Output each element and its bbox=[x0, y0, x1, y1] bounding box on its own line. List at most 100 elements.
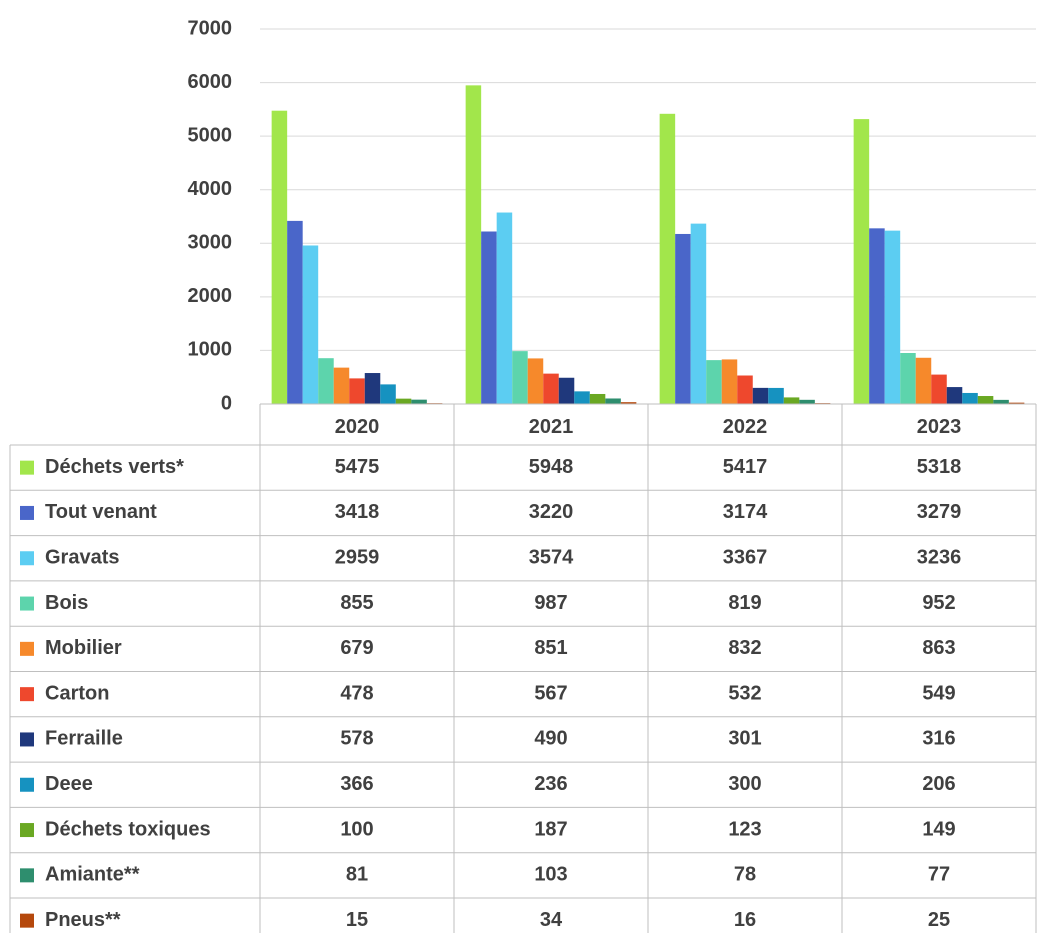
y-tick-label: 4000 bbox=[188, 178, 233, 200]
table-value: 316 bbox=[922, 728, 955, 750]
bar bbox=[287, 220, 303, 404]
bar bbox=[977, 396, 994, 404]
table-value: 149 bbox=[922, 818, 955, 840]
bar bbox=[853, 119, 870, 404]
table-value: 5475 bbox=[335, 456, 380, 478]
table-value: 863 bbox=[922, 637, 955, 659]
table-value: 366 bbox=[340, 773, 373, 795]
y-tick-label: 2000 bbox=[188, 285, 233, 307]
table-value: 206 bbox=[922, 773, 955, 795]
legend-label: Mobilier bbox=[45, 637, 122, 659]
y-tick-label: 0 bbox=[221, 392, 232, 414]
legend-swatch bbox=[20, 551, 34, 566]
table-value: 478 bbox=[340, 682, 373, 704]
bar bbox=[915, 357, 932, 404]
table-value: 301 bbox=[728, 728, 761, 750]
bar bbox=[589, 393, 606, 404]
legend-swatch bbox=[20, 913, 34, 928]
legend-label: Ferraille bbox=[45, 728, 123, 750]
table-value: 3574 bbox=[529, 547, 574, 569]
bar bbox=[496, 212, 513, 404]
bar bbox=[271, 110, 288, 405]
table-value: 3367 bbox=[723, 547, 768, 569]
legend-swatch bbox=[20, 596, 34, 611]
bar bbox=[706, 360, 722, 404]
bar bbox=[946, 387, 963, 404]
legend-label: Deee bbox=[45, 773, 93, 795]
table-value: 103 bbox=[534, 864, 567, 886]
y-tick-label: 3000 bbox=[188, 232, 233, 254]
y-tick-label: 6000 bbox=[188, 71, 233, 93]
bar bbox=[302, 245, 319, 404]
bar bbox=[900, 353, 916, 404]
bar bbox=[349, 378, 365, 404]
legend-label: Déchets toxiques bbox=[45, 818, 211, 840]
x-tick-label: 2020 bbox=[335, 416, 380, 438]
table-value: 3279 bbox=[917, 501, 962, 523]
table-value: 3174 bbox=[723, 501, 768, 523]
table-value: 832 bbox=[728, 637, 761, 659]
legend-swatch bbox=[20, 687, 34, 702]
table-value: 5948 bbox=[529, 456, 574, 478]
bar bbox=[620, 402, 637, 404]
legend-label: Amiante** bbox=[45, 864, 140, 886]
bar bbox=[993, 399, 1009, 404]
legend-label: Gravats bbox=[45, 547, 120, 569]
bar bbox=[364, 373, 381, 404]
table-value: 952 bbox=[922, 592, 955, 614]
bar bbox=[659, 113, 676, 404]
legend-label: Pneus** bbox=[45, 909, 121, 931]
bar bbox=[574, 391, 590, 404]
table-value: 819 bbox=[728, 592, 761, 614]
bar bbox=[1008, 402, 1025, 404]
bar bbox=[395, 398, 412, 404]
table-value: 679 bbox=[340, 637, 373, 659]
x-tick-label: 2022 bbox=[723, 416, 768, 438]
table-value: 100 bbox=[340, 818, 373, 840]
table-value: 123 bbox=[728, 818, 761, 840]
table-value: 3236 bbox=[917, 547, 962, 569]
table-value: 236 bbox=[534, 773, 567, 795]
legend-label: Déchets verts* bbox=[45, 456, 184, 478]
bar bbox=[675, 233, 691, 404]
bar bbox=[527, 358, 544, 404]
bar bbox=[962, 392, 978, 404]
table-value: 549 bbox=[922, 682, 955, 704]
legend-swatch bbox=[20, 732, 34, 747]
bar bbox=[512, 351, 528, 404]
bar bbox=[380, 384, 396, 404]
table-value: 187 bbox=[534, 818, 567, 840]
table-value: 532 bbox=[728, 682, 761, 704]
bar bbox=[768, 387, 784, 404]
bar bbox=[333, 367, 350, 404]
bar bbox=[752, 387, 769, 404]
bar bbox=[799, 399, 815, 404]
bar bbox=[543, 373, 559, 404]
table-value: 34 bbox=[540, 909, 563, 931]
bar bbox=[605, 398, 621, 404]
bar bbox=[884, 230, 901, 404]
legend-swatch bbox=[20, 641, 34, 656]
bar bbox=[737, 375, 753, 404]
table-value: 25 bbox=[928, 909, 950, 931]
legend-label: Bois bbox=[45, 592, 88, 614]
x-tick-label: 2023 bbox=[917, 416, 962, 438]
table-value: 855 bbox=[340, 592, 373, 614]
y-tick-label: 7000 bbox=[188, 17, 233, 39]
bar bbox=[931, 374, 947, 404]
y-tick-label: 1000 bbox=[188, 339, 233, 361]
bar bbox=[465, 85, 482, 404]
bar bbox=[318, 358, 334, 404]
table-value: 77 bbox=[928, 864, 950, 886]
table-value: 578 bbox=[340, 728, 373, 750]
table-value: 490 bbox=[534, 728, 567, 750]
table-value: 567 bbox=[534, 682, 567, 704]
table-value: 2959 bbox=[335, 547, 380, 569]
table-value: 3418 bbox=[335, 501, 380, 523]
bar bbox=[690, 223, 707, 404]
legend-label: Tout venant bbox=[45, 501, 157, 523]
table-value: 5318 bbox=[917, 456, 962, 478]
bar bbox=[869, 228, 885, 404]
table-value: 5417 bbox=[723, 456, 768, 478]
